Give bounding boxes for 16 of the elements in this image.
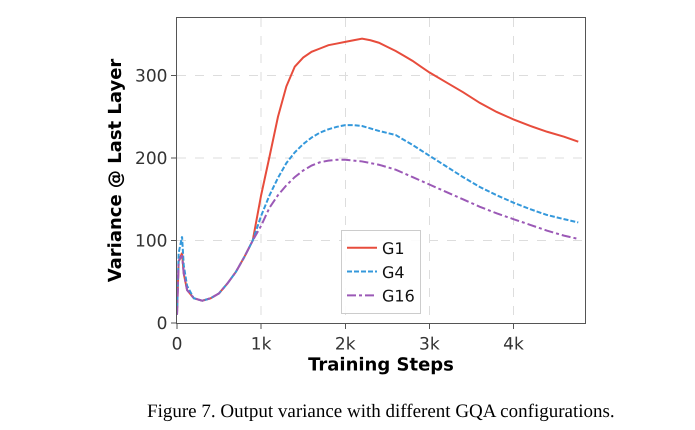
legend-label: G1 bbox=[382, 238, 405, 258]
y-tick-label: 0 bbox=[156, 314, 168, 334]
x-tick-label: 1k bbox=[250, 334, 272, 354]
caption: Figure 7. Output variance with different GQA configurations. bbox=[147, 401, 615, 422]
legend-label: G4 bbox=[382, 262, 405, 282]
x-tick-label: 0 bbox=[172, 334, 182, 354]
legend-label: G16 bbox=[382, 286, 415, 306]
y-tick-label: 300 bbox=[135, 66, 168, 87]
y-tick-label: 100 bbox=[135, 232, 168, 252]
x-axis-title: Training Steps bbox=[308, 354, 454, 376]
y-tick-label: 200 bbox=[135, 149, 168, 170]
line-series bbox=[177, 158, 580, 316]
y-axis-title: Variance @ Last Layer bbox=[105, 58, 126, 282]
x-tick-label: 2k bbox=[334, 334, 356, 354]
x-tick-label: 3k bbox=[419, 334, 440, 354]
x-tick-label: 4k bbox=[503, 334, 524, 354]
